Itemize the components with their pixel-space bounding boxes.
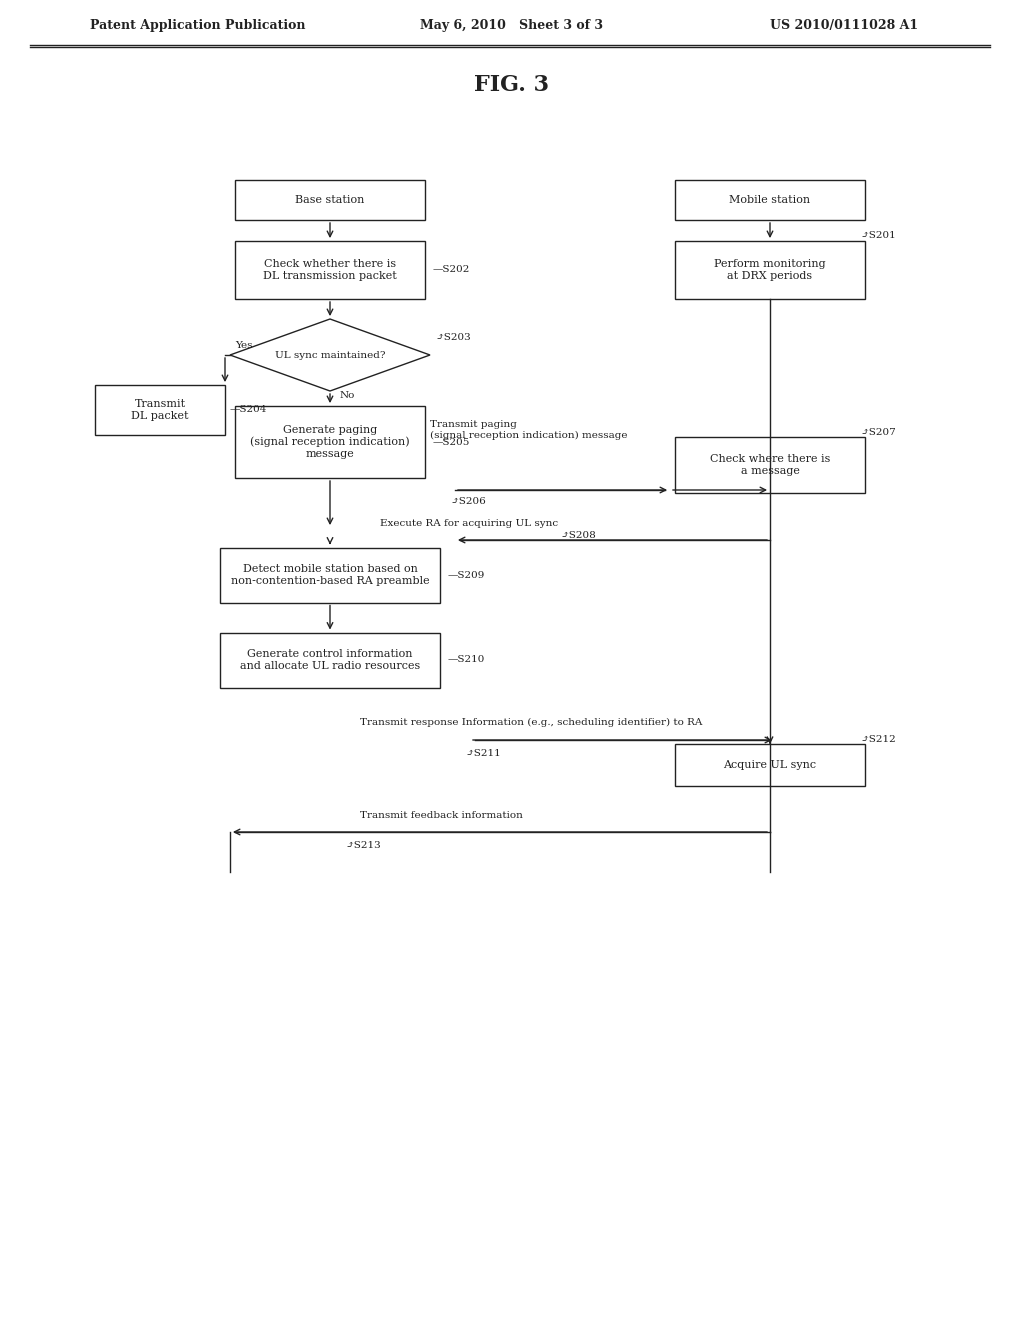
Text: ⤴S206: ⤴S206 [450,498,485,507]
Text: Execute RA for acquiring UL sync: Execute RA for acquiring UL sync [380,519,558,528]
Bar [675,242,865,300]
Bar [95,385,225,436]
Text: Check where there is
a message: Check where there is a message [710,454,830,475]
Text: Yes: Yes [234,341,253,350]
Text: Patent Application Publication: Patent Application Publication [90,18,305,32]
Text: Transmit paging
(signal reception indication) message: Transmit paging (signal reception indica… [430,420,628,440]
Bar [234,407,425,478]
Text: Acquire UL sync: Acquire UL sync [723,760,816,770]
Text: Base station: Base station [295,195,365,205]
Polygon shape [230,319,430,391]
Text: US 2010/0111028 A1: US 2010/0111028 A1 [770,18,919,32]
Text: —S202: —S202 [433,265,470,275]
Text: ⤴S203: ⤴S203 [435,333,471,342]
Bar [220,548,440,602]
Text: ⤴S212: ⤴S212 [860,734,896,743]
Text: ⤴S207: ⤴S207 [860,429,896,437]
Text: May 6, 2010   Sheet 3 of 3: May 6, 2010 Sheet 3 of 3 [420,18,603,32]
Text: ⤴S213: ⤴S213 [345,841,381,850]
Text: Perform monitoring
at DRX periods: Perform monitoring at DRX periods [714,259,825,281]
Text: ⤴S201: ⤴S201 [860,231,896,239]
Bar [234,242,425,300]
Text: UL sync maintained?: UL sync maintained? [274,351,385,359]
Text: Transmit response Information (e.g., scheduling identifier) to RA: Transmit response Information (e.g., sch… [360,718,702,726]
Text: —S209: —S209 [447,570,485,579]
Text: —S210: —S210 [447,656,485,664]
Text: ⤴S211: ⤴S211 [465,748,501,758]
Text: FIG. 3: FIG. 3 [474,74,550,96]
Text: Transmit
DL packet: Transmit DL packet [131,399,188,421]
Bar [675,437,865,492]
Text: Detect mobile station based on
non-contention-based RA preamble: Detect mobile station based on non-conte… [230,564,429,586]
Bar [220,632,440,688]
Bar [675,744,865,785]
Bar [234,180,425,220]
Text: Transmit feedback information: Transmit feedback information [360,810,523,820]
Text: Check whether there is
DL transmission packet: Check whether there is DL transmission p… [263,259,397,281]
Text: Generate paging
(signal reception indication)
message: Generate paging (signal reception indica… [250,425,410,459]
Text: No: No [340,392,355,400]
Text: ⤴S208: ⤴S208 [560,532,596,540]
Text: Mobile station: Mobile station [729,195,811,205]
Text: —S205: —S205 [433,437,470,446]
Text: —S204: —S204 [230,405,267,414]
Bar [675,180,865,220]
Text: Generate control information
and allocate UL radio resources: Generate control information and allocat… [240,649,420,671]
